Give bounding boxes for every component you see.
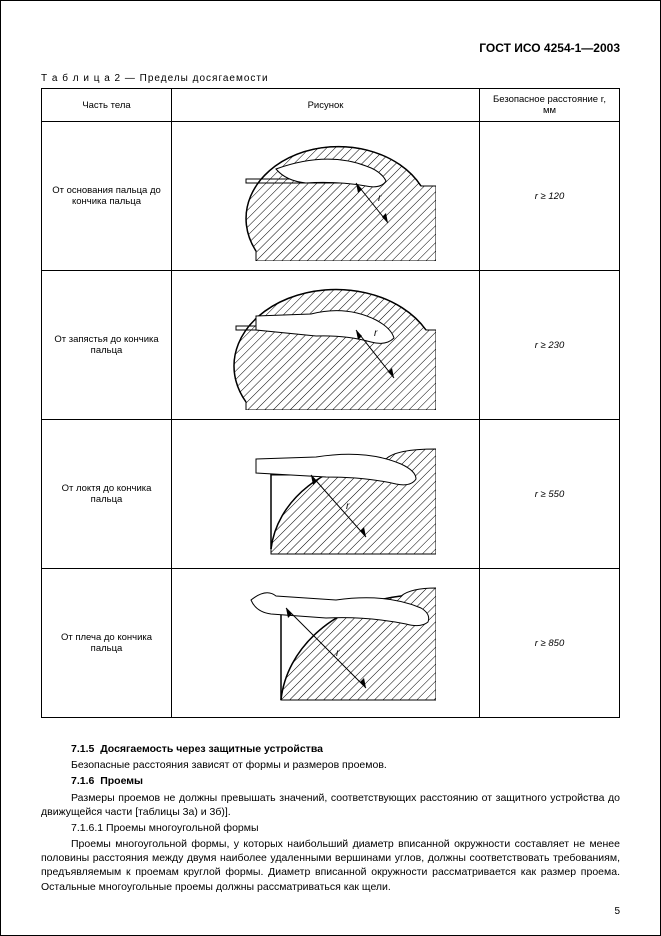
sec-716-num: 7.1.6 — [71, 775, 94, 787]
sec-716-body: Размеры проемов не должны превышать знач… — [41, 791, 620, 819]
reach-diagram-finger: r — [216, 131, 436, 261]
col-safe: Безопасное расстояние r, мм — [480, 89, 620, 122]
part-cell: От плеча до кончика пальца — [42, 569, 172, 718]
sec-7161-body: Проемы многоугольной формы, у которых на… — [41, 837, 620, 894]
reach-table: Часть тела Рисунок Безопасное расстояние… — [41, 88, 620, 718]
value-cell: r ≥ 230 — [480, 271, 620, 420]
value-cell: r ≥ 850 — [480, 569, 620, 718]
figure-cell: r — [172, 569, 480, 718]
body-text: 7.1.5 Досягаемость через защитные устрой… — [41, 742, 620, 894]
sec-715-body: Безопасные расстояния зависят от формы и… — [41, 758, 620, 772]
value-cell: r ≥ 120 — [480, 122, 620, 271]
reach-diagram-shoulder: r — [216, 578, 436, 708]
figure-cell: r — [172, 420, 480, 569]
part-cell: От запястья до кончика пальца — [42, 271, 172, 420]
sec-715-title: Досягаемость через защитные устройства — [100, 743, 323, 755]
sec-7161: 7.1.6.1 Проемы многоугольной формы — [41, 821, 620, 835]
sec-716-title: Проемы — [100, 775, 143, 787]
reach-diagram-wrist: r — [216, 280, 436, 410]
col-figure: Рисунок — [172, 89, 480, 122]
table-header-row: Часть тела Рисунок Безопасное расстояние… — [42, 89, 620, 122]
table-row: От плеча до кончика пальца — [42, 569, 620, 718]
table-row: От основания пальца до кончика пальца — [42, 122, 620, 271]
value-cell: r ≥ 550 — [480, 420, 620, 569]
sec-715-num: 7.1.5 — [71, 743, 94, 755]
figure-cell: r — [172, 122, 480, 271]
table-caption: Т а б л и ц а 2 — Пределы досягаемости — [41, 73, 620, 84]
figure-cell: r — [172, 271, 480, 420]
part-cell: От локтя до кончика пальца — [42, 420, 172, 569]
reach-diagram-elbow: r — [216, 429, 436, 559]
standard-code: ГОСТ ИСО 4254-1—2003 — [41, 41, 620, 55]
col-part: Часть тела — [42, 89, 172, 122]
part-cell: От основания пальца до кончика пальца — [42, 122, 172, 271]
table-row: От запястья до кончика пальца — [42, 271, 620, 420]
table-row: От локтя до кончика пальца — [42, 420, 620, 569]
page-number: 5 — [614, 906, 620, 917]
page: ГОСТ ИСО 4254-1—2003 Т а б л и ц а 2 — П… — [0, 0, 661, 936]
